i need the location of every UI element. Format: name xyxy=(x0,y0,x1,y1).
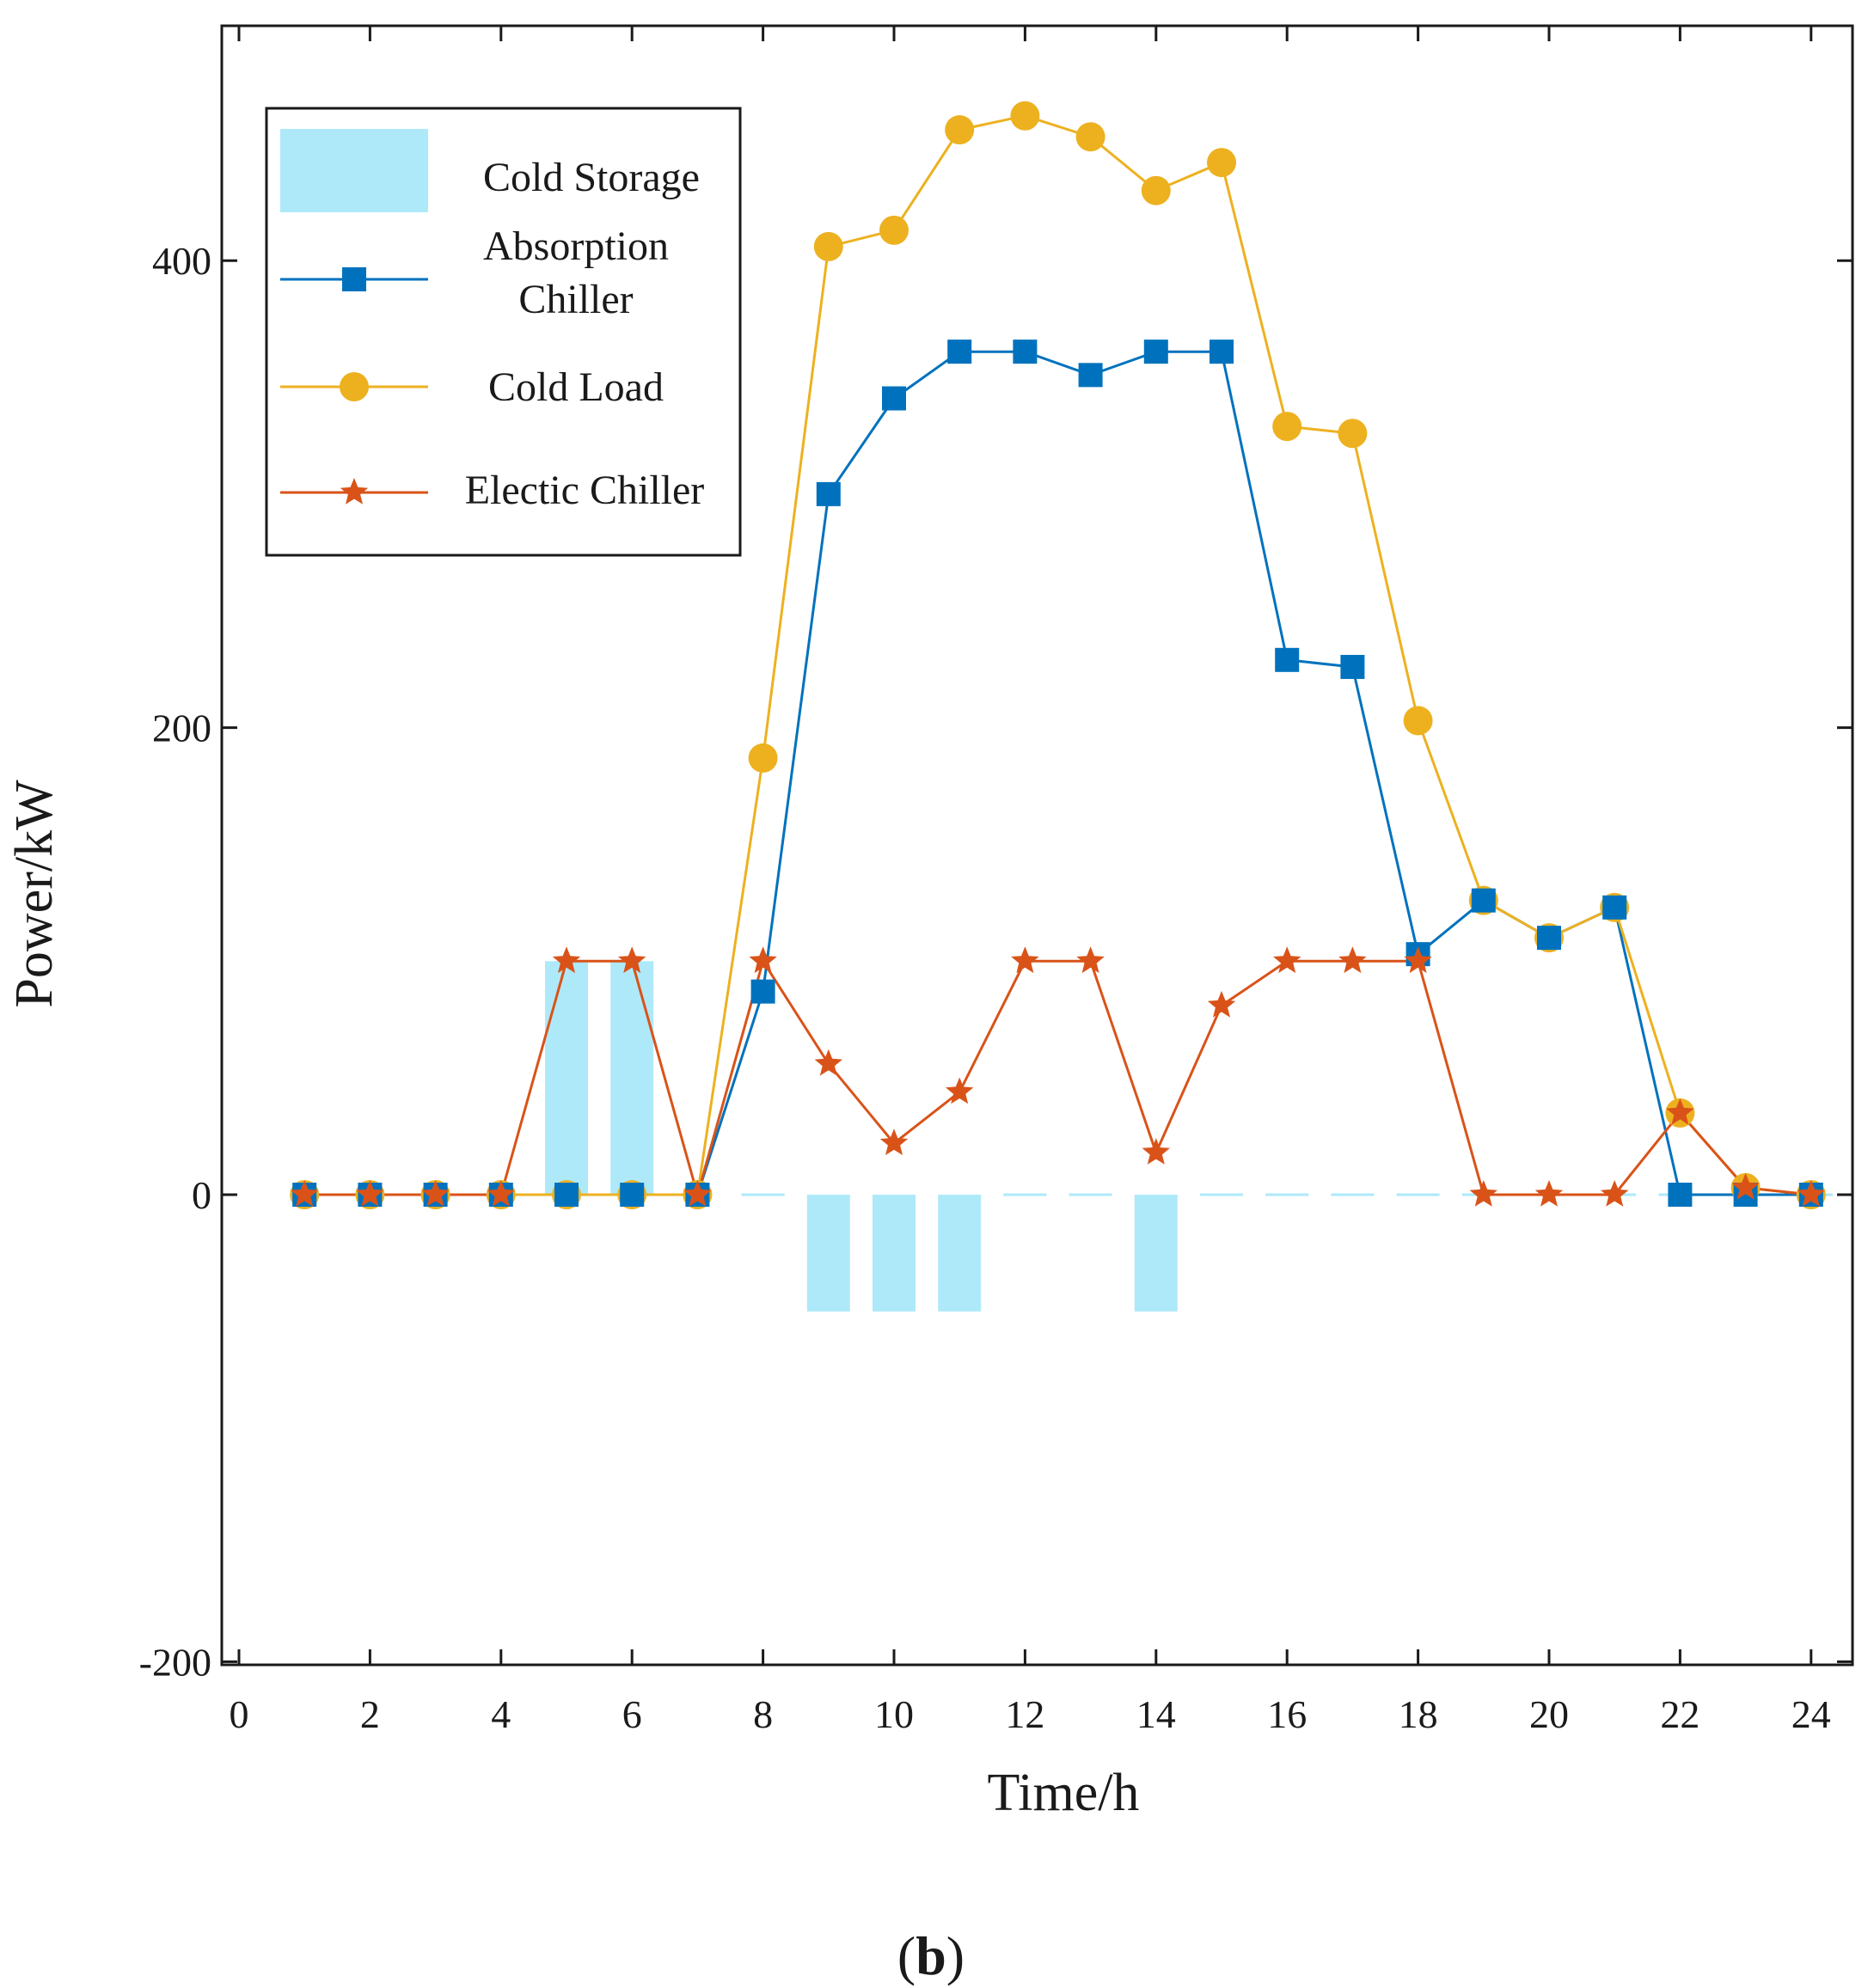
electic-chiller-point xyxy=(1731,1172,1760,1200)
electic-chiller-point xyxy=(1797,1180,1825,1207)
absorption-chiller-point xyxy=(750,979,775,1004)
cold-storage-bar xyxy=(545,961,588,1195)
cold-storage-bar xyxy=(938,1195,982,1312)
x-tick-label: 8 xyxy=(753,1692,773,1736)
absorption-chiller-point xyxy=(1078,363,1103,388)
x-tick-label: 6 xyxy=(622,1692,642,1736)
legend: Cold Storage Absorption Chiller Cold Load… xyxy=(265,107,742,557)
legend-marker-electic-chiller xyxy=(340,478,369,505)
electic-chiller-point xyxy=(487,1180,515,1207)
x-tick-label: 20 xyxy=(1529,1692,1569,1736)
absorption-chiller-point xyxy=(947,339,972,364)
x-tick-label: 14 xyxy=(1136,1692,1176,1736)
electic-chiller-point xyxy=(1076,946,1105,974)
cold-load-point xyxy=(1075,122,1105,152)
y-tick-label: -200 xyxy=(139,1640,211,1684)
legend-swatch-cold-storage xyxy=(280,129,428,212)
x-tick-label: 2 xyxy=(360,1692,380,1736)
x-tick-label: 24 xyxy=(1791,1692,1831,1736)
y-tick-label: 0 xyxy=(192,1173,211,1217)
absorption-chiller-point xyxy=(620,1183,645,1207)
electic-chiller-point xyxy=(1666,1098,1694,1125)
cold-load-point xyxy=(1207,148,1236,178)
axes-frame xyxy=(220,24,1854,1667)
y-tick-label: 400 xyxy=(152,239,211,283)
electic-chiller-point xyxy=(1404,946,1432,974)
electic-chiller-point xyxy=(1601,1180,1629,1207)
electic-chiller-point xyxy=(1011,946,1039,974)
absorption-chiller-point xyxy=(1602,895,1627,920)
absorption-chiller-point xyxy=(1537,926,1561,951)
electic-chiller-point xyxy=(683,1180,712,1207)
cold-load-point xyxy=(945,115,975,145)
electic-chiller-point xyxy=(1142,1138,1170,1165)
cold-load-point xyxy=(1141,175,1171,205)
cold-storage-bar xyxy=(610,961,654,1195)
absorption-chiller-point xyxy=(1013,339,1038,364)
electic-chiller-line xyxy=(304,957,1811,1200)
absorption-chiller-point xyxy=(1668,1183,1693,1207)
absorption-chiller-point xyxy=(554,1183,579,1207)
x-axis-title: Time/h xyxy=(988,1764,1140,1822)
legend-label-electic-chiller: Electic Chiller xyxy=(465,468,705,513)
electic-chiller-point xyxy=(749,946,777,974)
x-tick-label: 12 xyxy=(1005,1692,1044,1736)
legend-swatches xyxy=(280,129,428,505)
electic-chiller-point xyxy=(814,1049,842,1076)
cold-load-point xyxy=(1272,412,1302,442)
x-tick-label: 18 xyxy=(1399,1692,1438,1736)
cold-load-point xyxy=(813,231,843,261)
electic-chiller-point xyxy=(356,1180,384,1207)
x-tick-label: 22 xyxy=(1660,1692,1699,1736)
cold-load-point xyxy=(1403,706,1433,736)
cold-load-point xyxy=(1010,101,1040,131)
electic-chiller-point xyxy=(879,1129,909,1155)
electic-chiller-point xyxy=(618,946,646,974)
absorption-chiller-point xyxy=(1143,339,1168,364)
electic-chiller-point xyxy=(946,1077,974,1104)
legend-marker-cold-load xyxy=(340,372,369,401)
cold-storage-bar xyxy=(873,1195,916,1312)
series-markers xyxy=(290,101,1826,1209)
figure-caption: (b) xyxy=(897,1925,965,1986)
electic-chiller-point xyxy=(1338,946,1367,974)
legend-label-cold-load: Cold Load xyxy=(488,364,664,410)
legend-label-cold-storage: Cold Storage xyxy=(483,155,700,200)
legend-label-absorption-chiller: Absorption Chiller xyxy=(483,223,669,322)
cold-storage-bars xyxy=(545,961,1178,1312)
electic-chiller-point xyxy=(1534,1180,1564,1207)
axis-ticks xyxy=(222,26,1853,1665)
legend-marker-absorption-chiller xyxy=(342,267,366,291)
electic-chiller-point xyxy=(1273,946,1301,974)
x-tick-label: 4 xyxy=(491,1692,511,1736)
absorption-chiller-point xyxy=(1471,888,1496,913)
cold-load-point xyxy=(1338,419,1368,449)
absorption-chiller-point xyxy=(816,481,841,506)
absorption-chiller-point xyxy=(1210,339,1234,364)
plot-frame xyxy=(220,24,1854,1667)
electic-chiller-point xyxy=(421,1180,450,1207)
cold-load-point xyxy=(748,743,778,773)
absorption-chiller-point xyxy=(882,386,906,411)
y-axis-title: Power/kW xyxy=(5,780,64,1008)
electic-chiller-point xyxy=(1469,1180,1497,1207)
y-tick-label: 200 xyxy=(152,707,211,750)
x-tick-label: 16 xyxy=(1267,1692,1307,1736)
cold-storage-bar xyxy=(806,1195,850,1312)
electic-chiller-point xyxy=(291,1180,319,1207)
absorption-chiller-point xyxy=(1340,654,1365,679)
x-tick-label: 10 xyxy=(874,1692,914,1736)
absorption-chiller-point xyxy=(1275,647,1300,672)
cold-storage-bar xyxy=(1134,1195,1178,1312)
electic-chiller-point xyxy=(552,946,581,974)
electic-chiller-point xyxy=(1207,990,1236,1018)
x-tick-label: 0 xyxy=(230,1692,249,1736)
cold-load-point xyxy=(879,215,909,245)
